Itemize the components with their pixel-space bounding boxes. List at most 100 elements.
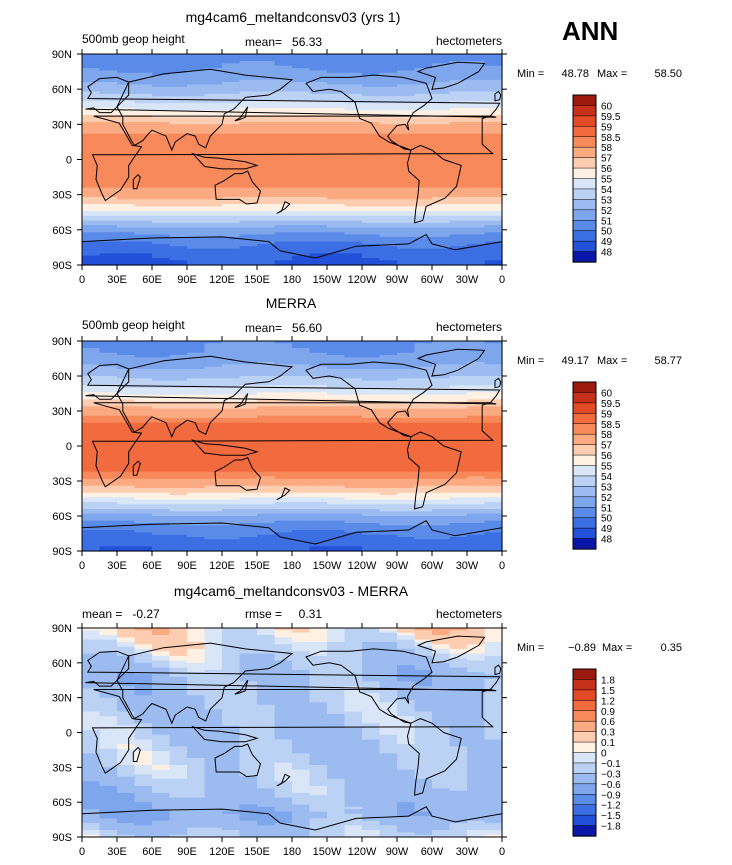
field-cell [117, 103, 136, 107]
colorbar-swatch [572, 115, 597, 127]
field-cell [467, 86, 486, 90]
field-cell [82, 145, 101, 149]
field-cell [82, 227, 101, 231]
field-cell [379, 390, 398, 393]
field-cell [239, 131, 258, 135]
field-cell [222, 138, 241, 142]
field-cell [152, 194, 171, 198]
field-cell [449, 653, 468, 657]
field-cell [449, 190, 468, 193]
field-cell [379, 646, 398, 650]
field-cell [134, 91, 153, 95]
field-cell [467, 455, 486, 459]
field-cell [484, 218, 503, 221]
field-cell [187, 660, 206, 664]
field-cell [239, 220, 258, 224]
field-cell [152, 58, 171, 62]
field-cell [484, 464, 503, 468]
field-cell [169, 530, 188, 533]
field-cell [362, 77, 381, 81]
field-cell [99, 58, 118, 62]
field-cell [397, 86, 416, 90]
field-cell [467, 145, 486, 149]
field-cell [152, 131, 171, 135]
field-cell [257, 168, 276, 172]
field-cell [274, 258, 293, 261]
field-cell [82, 79, 101, 83]
field-cell [484, 213, 503, 217]
field-cell [152, 152, 171, 156]
field-cell [379, 143, 398, 146]
field-cell [484, 376, 503, 379]
field-cell [239, 187, 258, 191]
field-cell [134, 490, 153, 494]
field-cell [362, 89, 381, 93]
field-cell [344, 404, 363, 407]
field-cell [99, 383, 118, 386]
field-cell [274, 75, 293, 78]
field-cell [82, 204, 101, 207]
field-cell [204, 518, 223, 522]
field-cell [397, 56, 416, 60]
field-cell [274, 234, 293, 238]
field-cell [379, 89, 398, 93]
field-cell [449, 469, 468, 473]
field-cell [309, 460, 328, 463]
field-cell [467, 450, 486, 454]
field-cell [362, 138, 381, 142]
field-cell [449, 485, 468, 489]
field-cell [117, 450, 136, 454]
field-cell [204, 660, 223, 664]
field-cell [257, 147, 276, 151]
field-cell [362, 131, 381, 135]
field-cell [397, 483, 416, 487]
field-cell [204, 399, 223, 403]
field-cell [152, 378, 171, 382]
field-cell [379, 157, 398, 161]
field-cell [432, 448, 451, 452]
field-cell [134, 110, 153, 114]
field-cell [274, 492, 293, 496]
field-cell [449, 218, 468, 221]
field-cell [99, 154, 118, 158]
x-tick-label: 150E [244, 274, 270, 286]
field-cell [82, 164, 101, 168]
field-cell [82, 635, 101, 638]
field-cell [82, 397, 101, 400]
field-cell [169, 222, 188, 226]
colorbar-label: 54 [601, 185, 613, 196]
field-cell [449, 646, 468, 650]
field-cell [467, 98, 486, 102]
field-cell [117, 502, 136, 505]
field-cell [414, 399, 433, 403]
field-cell [204, 168, 223, 172]
field-cell [134, 199, 153, 203]
field-cell [432, 239, 451, 243]
field-cell [152, 383, 171, 386]
field-cell [432, 534, 451, 538]
field-cell [292, 204, 311, 207]
field-cell [134, 164, 153, 168]
field-cell [467, 161, 486, 165]
field-cell [292, 246, 311, 250]
field-cell [222, 436, 241, 440]
field-cell [257, 352, 276, 356]
field-cell [344, 539, 363, 543]
field-cell [152, 112, 171, 116]
field-cell [344, 96, 363, 100]
field-cell [204, 359, 223, 363]
field-cell [344, 124, 363, 128]
field-cell [99, 385, 118, 389]
field-cell [309, 359, 328, 363]
field-cell [99, 478, 118, 482]
field-cell [82, 82, 101, 85]
field-cell [117, 499, 136, 503]
colorbar-swatch [572, 251, 597, 263]
field-cell [484, 348, 503, 351]
field-cell [274, 190, 293, 193]
field-cell [169, 481, 188, 484]
field-cell [152, 667, 171, 671]
max-label: Max = [602, 642, 632, 654]
field-cell [152, 394, 171, 398]
field-cell [362, 499, 381, 503]
